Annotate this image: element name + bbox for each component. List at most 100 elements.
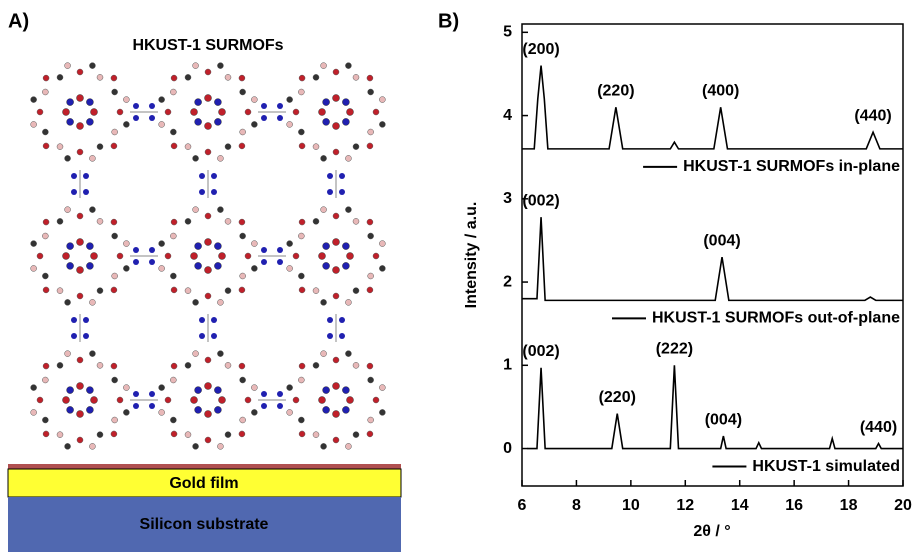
atom	[193, 299, 199, 305]
atom	[65, 299, 71, 305]
atom	[339, 317, 345, 323]
atom	[339, 173, 345, 179]
atom	[323, 118, 330, 125]
atom	[368, 377, 374, 383]
atom	[111, 363, 117, 369]
y-tick-label: 5	[503, 24, 512, 41]
atom	[65, 351, 71, 357]
atom	[373, 109, 379, 115]
atom	[217, 443, 223, 449]
peak-label: (200)	[522, 41, 559, 58]
atom	[37, 253, 43, 259]
atom	[149, 115, 155, 121]
series-line	[522, 217, 903, 300]
atom	[185, 432, 191, 438]
atom	[111, 143, 117, 149]
x-axis-label: 2θ / °	[693, 523, 730, 540]
atom	[71, 173, 77, 179]
atom	[298, 273, 304, 279]
atom	[159, 385, 165, 391]
atom	[31, 97, 37, 103]
atom	[133, 391, 139, 397]
atom	[67, 387, 74, 394]
atom	[63, 397, 70, 404]
atom	[214, 118, 221, 125]
legend-label: HKUST-1 SURMOFs out-of-plane	[652, 310, 900, 327]
atom	[205, 293, 211, 299]
atom	[89, 443, 95, 449]
atom	[287, 241, 293, 247]
legend-label: HKUST-1 simulated	[752, 458, 900, 475]
atom	[111, 431, 117, 437]
atom	[191, 397, 198, 404]
atom	[171, 75, 177, 81]
atom	[195, 387, 202, 394]
atom	[77, 95, 84, 102]
atom	[205, 437, 211, 443]
atom	[42, 89, 48, 95]
atom	[339, 333, 345, 339]
panel-label: A)	[8, 10, 29, 32]
atom	[261, 115, 267, 121]
atom	[77, 437, 83, 443]
atom	[112, 129, 118, 135]
y-tick-label: 0	[503, 440, 512, 457]
atom	[287, 97, 293, 103]
atom	[195, 99, 202, 106]
atom	[89, 207, 95, 213]
structure-illustration	[31, 63, 386, 450]
atom	[323, 406, 330, 413]
atom	[217, 299, 223, 305]
atom	[321, 63, 327, 69]
layer-label: Silicon substrate	[140, 516, 269, 533]
atom	[261, 247, 267, 253]
atom	[57, 288, 63, 294]
atom	[219, 109, 226, 116]
x-tick-label: 6	[518, 497, 527, 514]
atom	[165, 397, 171, 403]
atom	[277, 259, 283, 265]
atom	[171, 143, 177, 149]
atom	[327, 173, 333, 179]
atom	[367, 431, 373, 437]
atom	[123, 265, 129, 271]
atom	[199, 173, 205, 179]
atom	[171, 219, 177, 225]
atom	[112, 89, 118, 95]
atom	[195, 118, 202, 125]
atom	[333, 149, 339, 155]
atom	[240, 417, 246, 423]
atom	[298, 89, 304, 95]
atom	[133, 103, 139, 109]
atom	[333, 69, 339, 75]
atom	[211, 333, 217, 339]
atom	[149, 391, 155, 397]
atom	[193, 155, 199, 161]
atom	[205, 149, 211, 155]
atom	[299, 287, 305, 293]
atom	[205, 69, 211, 75]
atom	[245, 109, 251, 115]
atom	[240, 273, 246, 279]
atom	[333, 213, 339, 219]
atom	[323, 387, 330, 394]
atom	[345, 207, 351, 213]
atom	[193, 63, 199, 69]
atom	[31, 241, 37, 247]
atom	[321, 155, 327, 161]
atom	[345, 443, 351, 449]
atom	[353, 74, 359, 80]
atom	[299, 219, 305, 225]
atom	[111, 219, 117, 225]
atom	[245, 253, 251, 259]
atom	[239, 75, 245, 81]
atom	[112, 233, 118, 239]
atom	[123, 97, 129, 103]
peak-label: (222)	[656, 341, 693, 358]
atom	[86, 387, 93, 394]
atom	[89, 63, 95, 69]
atom	[298, 377, 304, 383]
atom	[67, 406, 74, 413]
peak-label: (004)	[705, 411, 742, 428]
atom	[159, 241, 165, 247]
